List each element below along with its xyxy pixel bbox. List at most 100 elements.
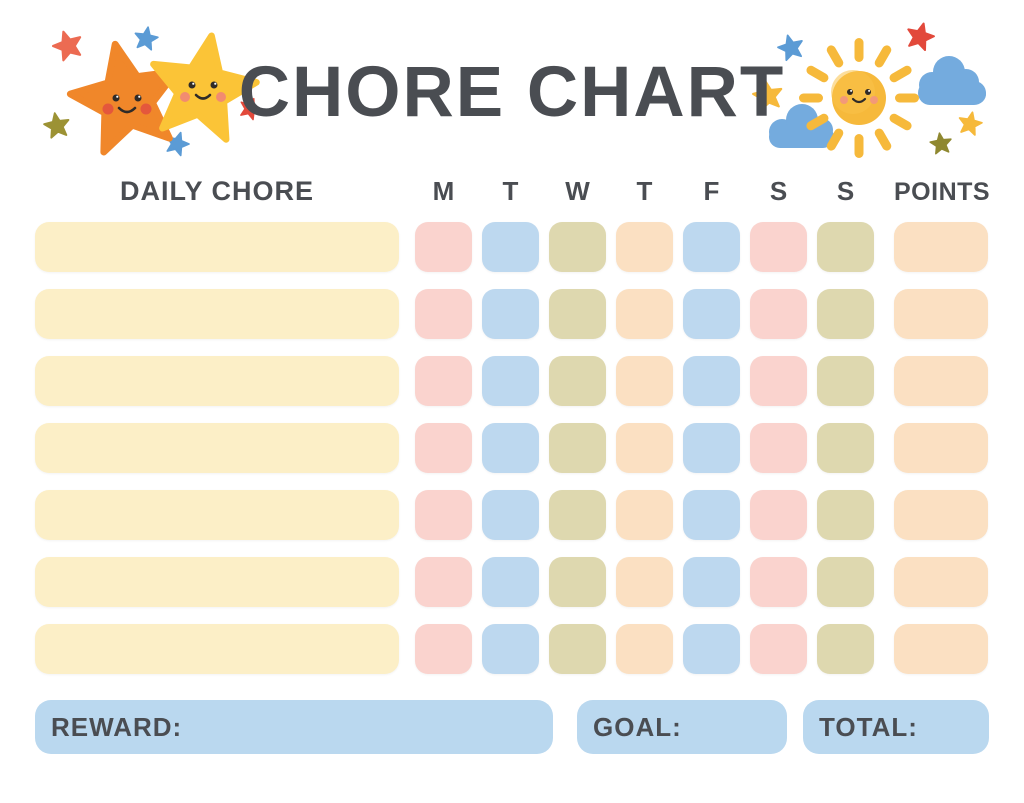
reward-field[interactable]: REWARD: <box>35 700 553 754</box>
table-row <box>35 222 988 272</box>
page-title: CHORE CHART <box>238 53 786 132</box>
table-row <box>35 624 988 674</box>
olive-mini-star-icon <box>929 132 952 155</box>
day-check-cell-f5[interactable] <box>683 222 740 272</box>
day-check-cell-w3[interactable] <box>549 490 606 540</box>
day-check-cell-w3[interactable] <box>549 557 606 607</box>
day-check-cell-s7[interactable] <box>817 557 874 607</box>
day-check-cell-m1[interactable] <box>415 423 472 473</box>
points-cell[interactable] <box>894 423 988 473</box>
points-cell[interactable] <box>894 624 988 674</box>
day-check-cell-f5[interactable] <box>683 289 740 339</box>
day-check-cell-s6[interactable] <box>750 289 807 339</box>
stars-decoration <box>30 16 275 173</box>
day-check-cell-t4[interactable] <box>616 490 673 540</box>
day-header: S <box>769 176 788 206</box>
day-check-cell-s7[interactable] <box>817 289 874 339</box>
day-check-cell-m1[interactable] <box>415 356 472 406</box>
table-header-row: DAILY CHORE M T W T F S S POINTS <box>35 176 995 207</box>
chore-name-cell[interactable] <box>35 557 399 607</box>
day-header: S <box>836 176 855 206</box>
day-check-cell-t2[interactable] <box>482 624 539 674</box>
day-check-cell-m1[interactable] <box>415 490 472 540</box>
day-header: M <box>432 176 455 206</box>
reward-label: REWARD: <box>51 711 183 742</box>
day-check-cell-f5[interactable] <box>683 490 740 540</box>
total-label: TOTAL: <box>819 711 918 742</box>
day-check-cell-w3[interactable] <box>549 222 606 272</box>
chore-name-cell[interactable] <box>35 490 399 540</box>
day-header: F <box>703 176 720 206</box>
day-check-cell-s6[interactable] <box>750 423 807 473</box>
day-check-cell-t4[interactable] <box>616 423 673 473</box>
day-check-cell-t2[interactable] <box>482 356 539 406</box>
day-check-cell-s6[interactable] <box>750 557 807 607</box>
day-check-cell-f5[interactable] <box>683 423 740 473</box>
table-row <box>35 557 988 607</box>
chore-name-cell[interactable] <box>35 356 399 406</box>
chore-grid <box>35 222 988 691</box>
day-check-cell-m1[interactable] <box>415 557 472 607</box>
day-check-cell-t4[interactable] <box>616 356 673 406</box>
total-field[interactable]: TOTAL: <box>803 700 989 754</box>
chore-name-cell[interactable] <box>35 423 399 473</box>
chore-name-cell[interactable] <box>35 222 399 272</box>
goal-label: GOAL: <box>593 711 682 742</box>
points-header: POINTS <box>894 178 991 206</box>
day-check-cell-t2[interactable] <box>482 490 539 540</box>
table-row <box>35 356 988 406</box>
day-header: T <box>502 176 519 206</box>
day-check-cell-s7[interactable] <box>817 490 874 540</box>
points-cell[interactable] <box>894 557 988 607</box>
day-check-cell-s6[interactable] <box>750 222 807 272</box>
sun-face-icon <box>799 38 919 158</box>
day-check-cell-s7[interactable] <box>817 222 874 272</box>
day-check-cell-t2[interactable] <box>482 222 539 272</box>
day-check-cell-t2[interactable] <box>482 557 539 607</box>
day-check-cell-f5[interactable] <box>683 557 740 607</box>
day-check-cell-w3[interactable] <box>549 289 606 339</box>
day-header: T <box>636 176 653 206</box>
points-cell[interactable] <box>894 289 988 339</box>
day-header: W <box>565 176 590 206</box>
day-check-cell-t2[interactable] <box>482 289 539 339</box>
day-check-cell-f5[interactable] <box>683 624 740 674</box>
day-check-cell-s7[interactable] <box>817 624 874 674</box>
table-row <box>35 423 988 473</box>
day-check-cell-s6[interactable] <box>750 624 807 674</box>
yellow-star-face-icon <box>143 27 263 143</box>
day-check-cell-t4[interactable] <box>616 289 673 339</box>
daily-chore-header: DAILY CHORE <box>119 176 315 206</box>
day-check-cell-t4[interactable] <box>616 557 673 607</box>
day-check-cell-t4[interactable] <box>616 222 673 272</box>
chore-name-cell[interactable] <box>35 289 399 339</box>
day-check-cell-m1[interactable] <box>415 222 472 272</box>
day-check-cell-t2[interactable] <box>482 423 539 473</box>
blue-mini-star-icon <box>133 25 159 50</box>
table-row <box>35 289 988 339</box>
footer-row: REWARD: GOAL: TOTAL: <box>35 700 989 754</box>
chore-name-cell[interactable] <box>35 624 399 674</box>
day-check-cell-s6[interactable] <box>750 490 807 540</box>
points-cell[interactable] <box>894 490 988 540</box>
sun-decoration <box>752 12 1014 182</box>
day-check-cell-t4[interactable] <box>616 624 673 674</box>
day-check-cell-m1[interactable] <box>415 624 472 674</box>
points-cell[interactable] <box>894 222 988 272</box>
day-check-cell-w3[interactable] <box>549 356 606 406</box>
orange-star-face-icon <box>62 33 189 156</box>
day-check-cell-s6[interactable] <box>750 356 807 406</box>
goal-field[interactable]: GOAL: <box>577 700 787 754</box>
day-check-cell-w3[interactable] <box>549 624 606 674</box>
day-check-cell-m1[interactable] <box>415 289 472 339</box>
day-check-cell-s7[interactable] <box>817 423 874 473</box>
table-row <box>35 490 988 540</box>
day-check-cell-f5[interactable] <box>683 356 740 406</box>
red-mini-star-icon <box>904 20 936 51</box>
points-cell[interactable] <box>894 356 988 406</box>
day-check-cell-s7[interactable] <box>817 356 874 406</box>
day-check-cell-w3[interactable] <box>549 423 606 473</box>
cloud-icon <box>918 56 986 105</box>
